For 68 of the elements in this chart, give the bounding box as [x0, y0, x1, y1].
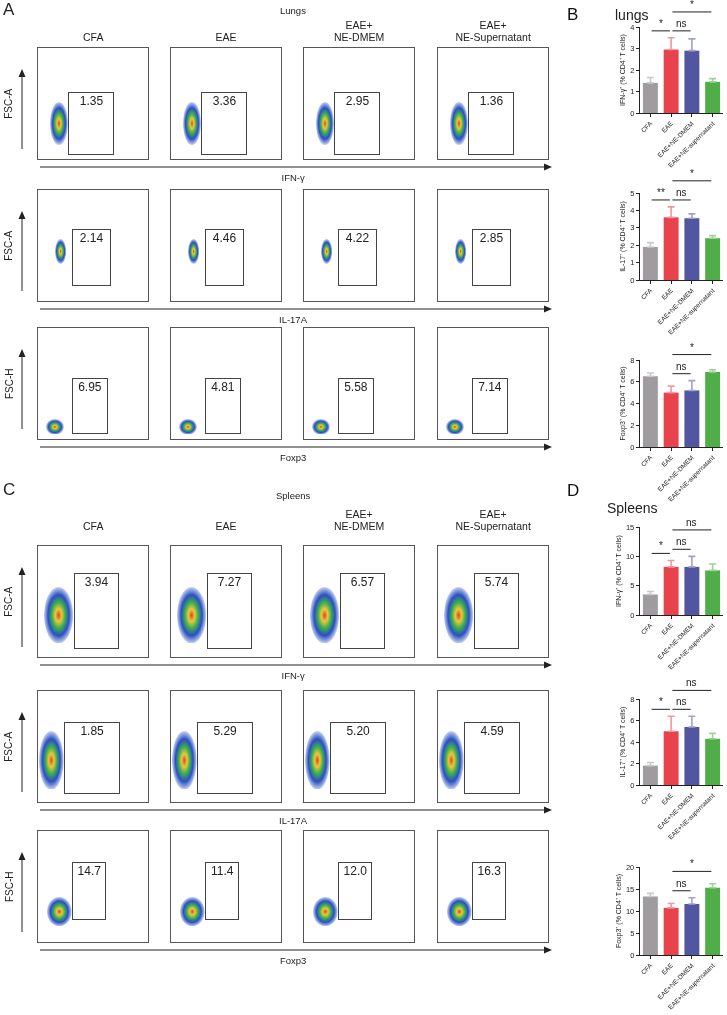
- data-label: 3.94: [84, 575, 109, 591]
- data-label: 4.46: [212, 230, 237, 246]
- annotation: *: [659, 540, 663, 551]
- category-label: CFA: [83, 520, 104, 533]
- annotation: ns: [676, 536, 687, 547]
- text: *: [690, 0, 694, 10]
- data-label: 1.36: [479, 94, 504, 109]
- data-label: 5.58: [344, 379, 368, 395]
- text: Foxp3: [280, 955, 307, 967]
- category-label: EAE+ NE-Supernatant: [455, 19, 531, 44]
- text: C: [3, 480, 16, 500]
- text: B: [567, 5, 579, 24]
- data-label: 4.81: [211, 379, 235, 395]
- data-label: 11.4: [211, 863, 234, 879]
- text: FSC-A: [3, 586, 15, 617]
- annotation: *: [659, 696, 663, 707]
- annotation: ns: [686, 517, 697, 528]
- data-label: 2.85: [479, 230, 504, 246]
- data-label: 12.0: [343, 863, 367, 879]
- category-label: EAE+ NE-DMEM: [334, 508, 385, 533]
- chart-title: lungs: [615, 6, 649, 23]
- data-label: 5.29: [213, 723, 237, 739]
- text: FSC-A: [3, 230, 15, 261]
- text: IL-17A: [279, 314, 307, 326]
- category-label: CFA: [83, 31, 104, 44]
- data-label: 3.36: [212, 94, 237, 109]
- text: Spleens: [276, 490, 311, 502]
- data-label: 14.7: [77, 863, 101, 879]
- text: IL-17A: [279, 815, 307, 827]
- data-label: 5.20: [346, 723, 370, 739]
- data-label: 7.27: [217, 575, 242, 591]
- annotation: ns: [676, 18, 687, 29]
- text: Foxp3: [280, 452, 307, 464]
- text: Lungs: [280, 5, 306, 17]
- annotation: ns: [676, 187, 687, 198]
- annotation: ns: [676, 878, 687, 889]
- category-label: EAE+ NE-DMEM: [334, 19, 385, 44]
- data-label: 7.14: [478, 379, 502, 395]
- text: IFN-γ: [281, 670, 305, 682]
- data-label: 1.35: [79, 94, 104, 109]
- annotation: *: [690, 858, 694, 869]
- category-label: EAE: [215, 31, 237, 44]
- text: IFN-γ: [281, 172, 305, 184]
- text: ns: [686, 677, 697, 688]
- text: *: [690, 342, 694, 353]
- data-label: 6.57: [350, 575, 375, 591]
- chart-title: Spleens: [607, 499, 658, 516]
- data-label: 4.22: [345, 230, 370, 246]
- annotation: ns: [676, 696, 687, 707]
- text: FSC-H: [3, 870, 15, 902]
- text: FSC-A: [3, 731, 15, 762]
- data-label: 2.14: [79, 230, 104, 246]
- data-label: 4.59: [480, 723, 504, 739]
- data-label: 16.3: [477, 863, 501, 879]
- text: D: [567, 481, 580, 500]
- category-label: EAE: [215, 520, 237, 533]
- text: FSC-H: [3, 367, 15, 399]
- annotation: ns: [676, 361, 687, 372]
- text: FSC-A: [3, 88, 15, 119]
- data-label: 5.74: [484, 575, 509, 591]
- annotation: **: [657, 187, 665, 198]
- text: *: [690, 168, 694, 179]
- data-label: 2.95: [345, 94, 370, 109]
- data-label: 6.95: [78, 379, 102, 395]
- annotation: *: [659, 18, 663, 29]
- text: A: [3, 0, 15, 20]
- category-label: EAE+ NE-Supernatant: [455, 508, 531, 533]
- data-label: 1.85: [80, 723, 104, 739]
